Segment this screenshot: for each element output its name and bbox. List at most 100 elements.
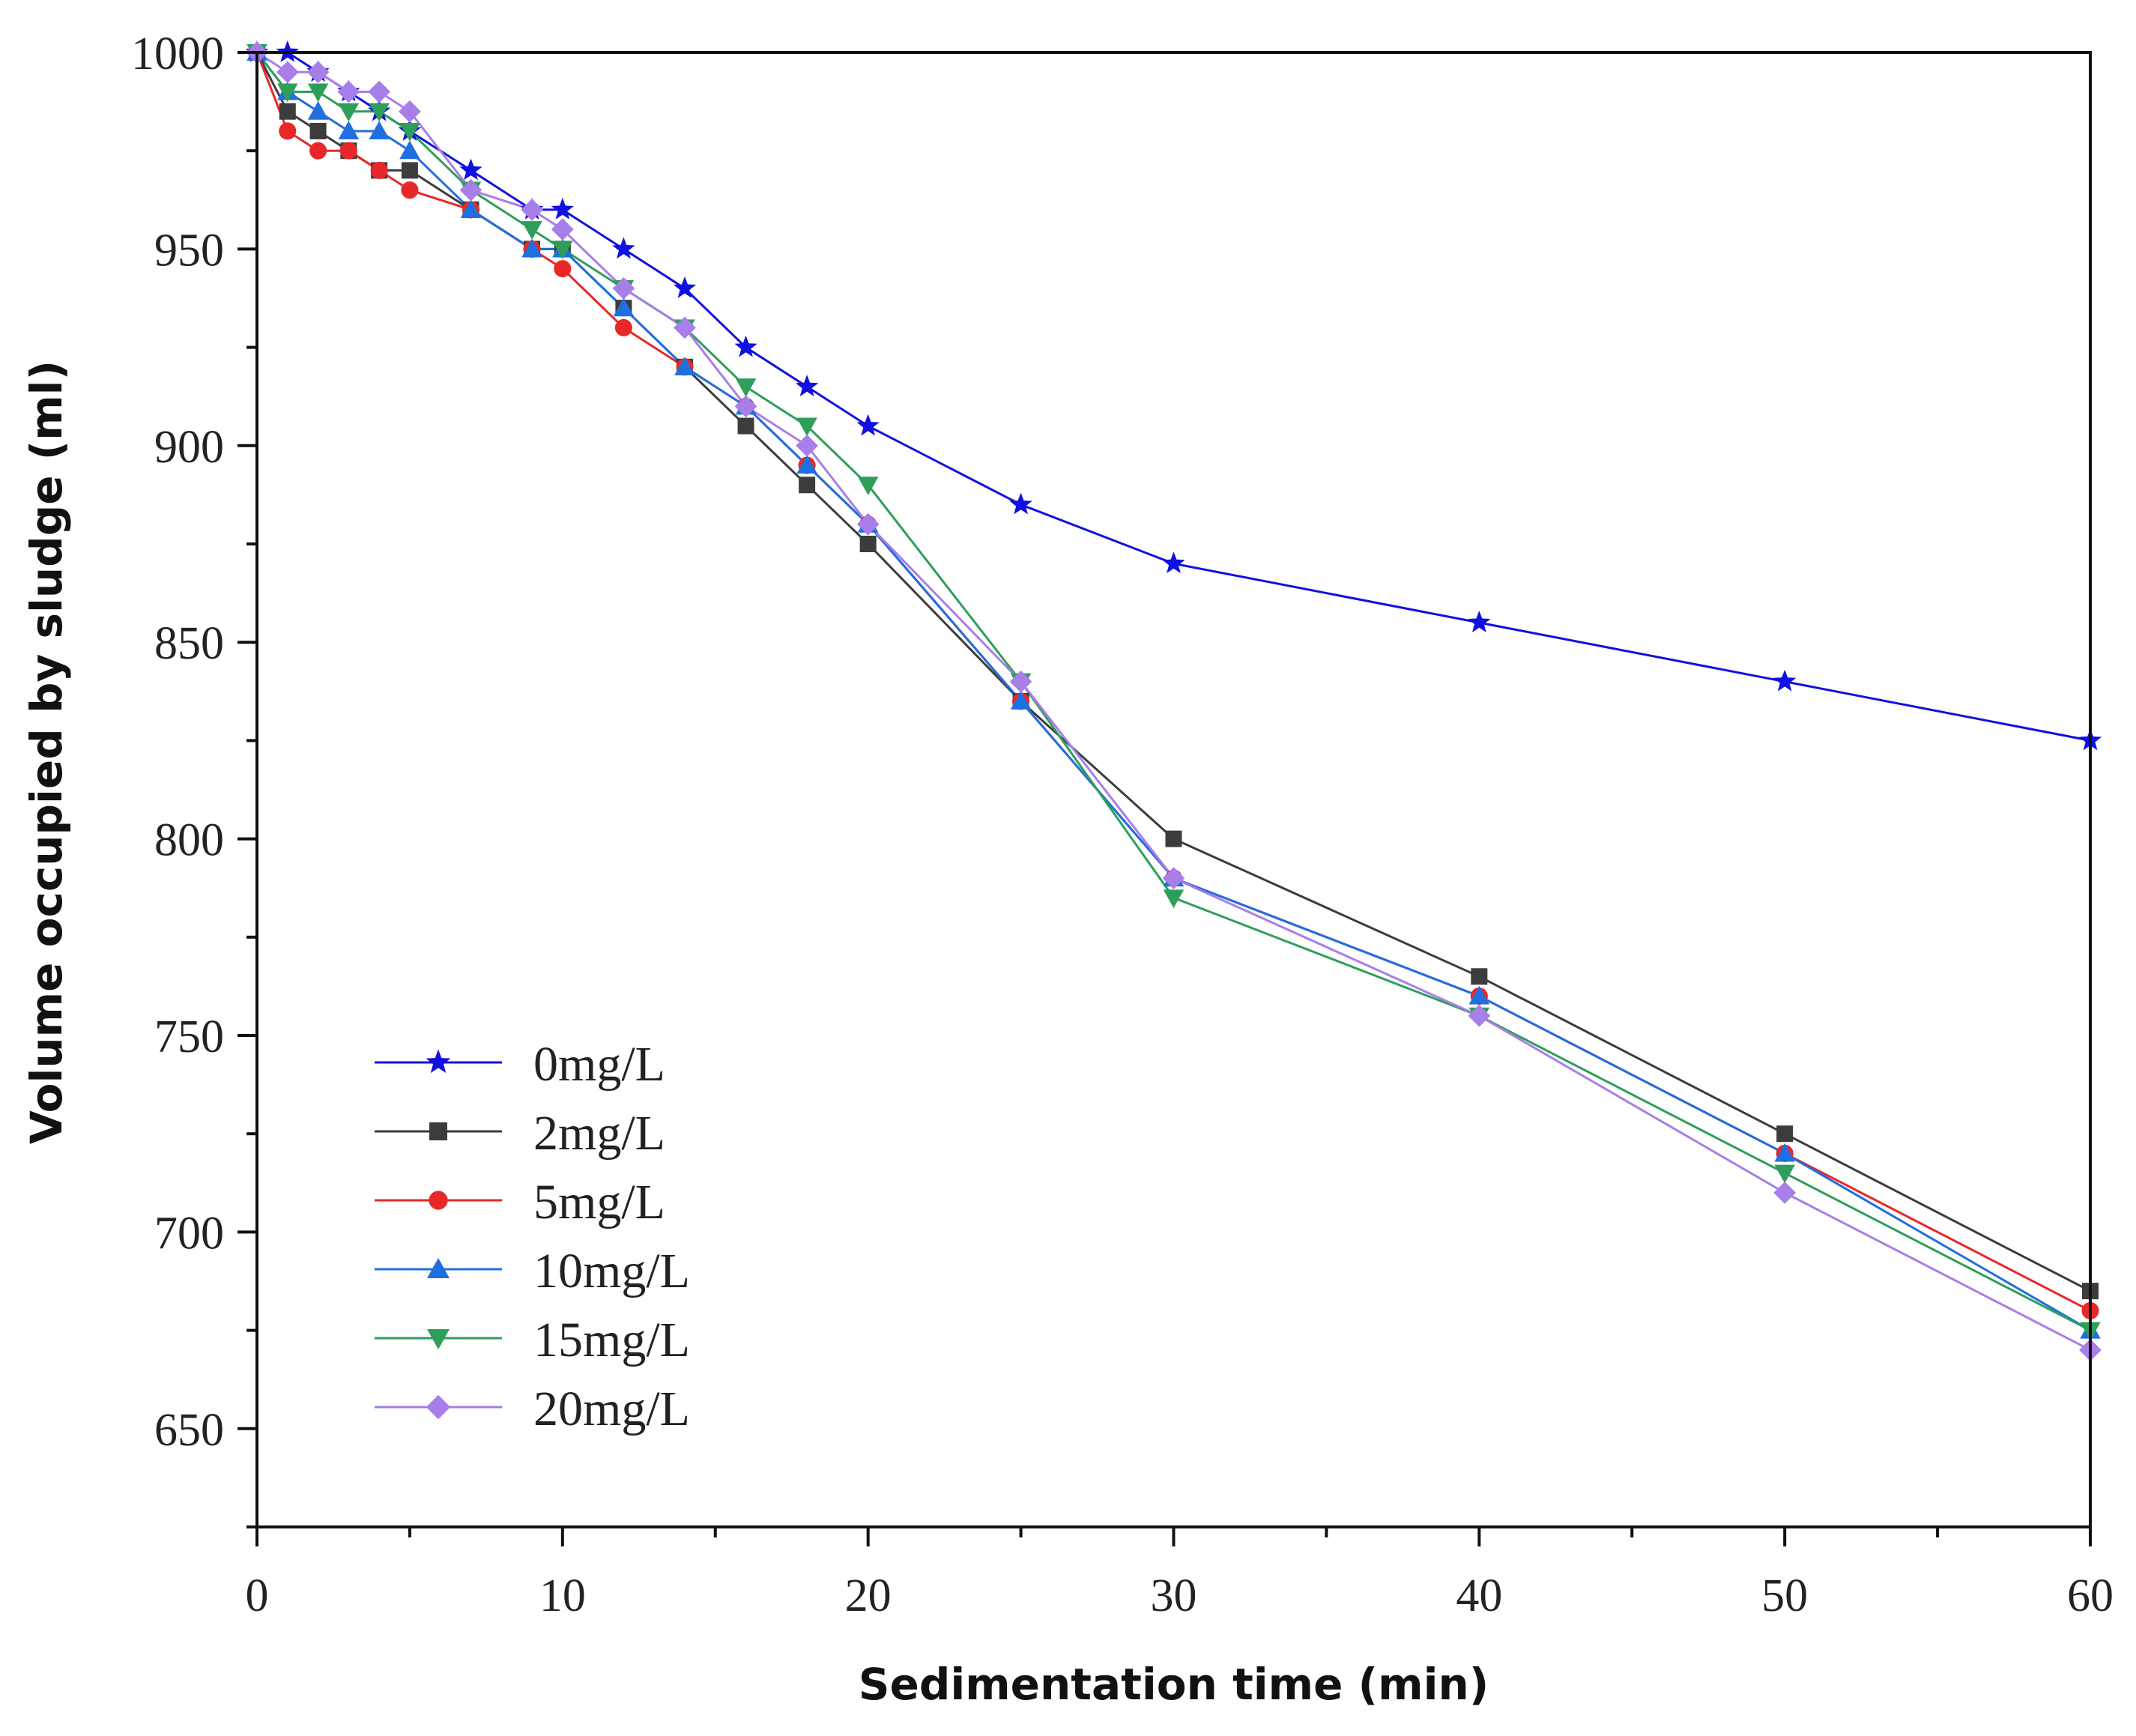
data-point (857, 477, 879, 496)
data-point (370, 161, 388, 179)
y-tick-label: 950 (154, 225, 224, 276)
y-tick-label: 750 (154, 1011, 224, 1062)
legend-item: 2mg/L (375, 1106, 665, 1161)
legend: 0mg/L 2mg/L 5mg/L 10mg/L 15mg/L 20mg/L (375, 1037, 690, 1436)
data-point (1471, 968, 1488, 985)
data-point (856, 512, 880, 536)
data-point (1774, 1164, 1795, 1184)
data-point (399, 122, 420, 142)
data-point (309, 122, 327, 139)
data-point (734, 395, 757, 418)
data-point (399, 140, 420, 160)
data-point (612, 237, 635, 259)
data-point (460, 199, 482, 218)
data-point (552, 241, 573, 260)
y-tick-label: 850 (154, 618, 224, 669)
y-tick-label: 900 (154, 422, 224, 473)
y-tick-label: 700 (154, 1208, 224, 1259)
data-point (1468, 1004, 1491, 1027)
data-point (279, 103, 296, 120)
x-tick-label: 50 (1761, 1570, 1808, 1621)
data-point (796, 455, 817, 474)
data-point (401, 162, 418, 179)
data-point (338, 121, 360, 139)
data-point (795, 375, 819, 396)
legend-marker (426, 1394, 451, 1420)
data-point (368, 80, 390, 103)
legend-item: 0mg/L (375, 1037, 665, 1092)
x-tick-label: 60 (2067, 1570, 2114, 1621)
data-point (612, 277, 635, 300)
x-tick-label: 20 (845, 1570, 892, 1621)
data-point (1009, 670, 1032, 693)
legend-item: 15mg/L (375, 1313, 690, 1367)
data-point (521, 199, 543, 221)
legend-label: 20mg/L (533, 1382, 690, 1436)
data-point (307, 100, 329, 120)
y-tick-label: 1000 (131, 28, 224, 79)
data-point (799, 477, 816, 494)
x-tick-label: 0 (246, 1570, 269, 1621)
legend-marker (429, 1122, 447, 1140)
x-tick-label: 10 (539, 1570, 586, 1621)
data-point (339, 142, 357, 160)
legend-label: 5mg/L (533, 1175, 665, 1230)
data-point (307, 83, 329, 103)
data-point (1468, 611, 1491, 632)
data-point (613, 297, 635, 317)
data-point (551, 198, 574, 220)
data-point (1162, 867, 1185, 889)
data-point (1773, 669, 1797, 692)
data-point (401, 181, 419, 199)
data-point (369, 121, 390, 139)
y-tick-label: 800 (154, 815, 224, 866)
y-axis: 650 700 750 800 850 900 950 1000 (131, 28, 257, 1528)
series-markers-20mg/L (246, 41, 2102, 1361)
legend-marker (427, 1329, 450, 1349)
legend-item: 20mg/L (375, 1382, 690, 1436)
data-point (521, 221, 542, 240)
data-point (796, 434, 818, 457)
data-point (521, 238, 542, 258)
data-point (551, 218, 574, 241)
x-axis-title: Sedimentation time (min) (859, 1659, 1489, 1710)
data-point (399, 100, 421, 123)
data-point (673, 276, 697, 298)
legend-label: 10mg/L (533, 1244, 690, 1298)
legend-label: 15mg/L (533, 1313, 690, 1367)
legend-marker (427, 1258, 450, 1278)
data-point (338, 103, 360, 122)
x-tick-label: 30 (1151, 1570, 1197, 1621)
data-point (459, 178, 482, 202)
data-point (276, 61, 299, 84)
data-point (614, 318, 632, 336)
data-point (674, 316, 696, 339)
data-point (796, 417, 817, 437)
y-axis-title: Volume occupied by sludge (ml) (21, 360, 72, 1144)
data-point (554, 260, 572, 278)
data-point (337, 80, 360, 103)
data-point (1776, 1125, 1794, 1143)
data-point (859, 536, 877, 552)
data-point (1162, 551, 1185, 574)
x-axis: 0 10 20 30 40 50 60 (246, 1527, 2114, 1621)
legend-label: 0mg/L (533, 1037, 665, 1092)
data-point (306, 61, 330, 84)
data-point (369, 103, 390, 122)
data-point (1009, 492, 1032, 515)
legend-label: 2mg/L (533, 1106, 665, 1161)
legend-item: 10mg/L (375, 1244, 690, 1298)
legend-item: 5mg/L (375, 1175, 665, 1230)
legend-marker (426, 1049, 451, 1074)
data-point (734, 335, 757, 357)
data-point (674, 357, 695, 375)
legend-marker (429, 1191, 448, 1210)
data-point (1165, 830, 1182, 847)
data-point (279, 122, 297, 140)
data-point (1773, 1182, 1797, 1204)
data-point (1468, 985, 1490, 1005)
data-point (735, 378, 757, 397)
